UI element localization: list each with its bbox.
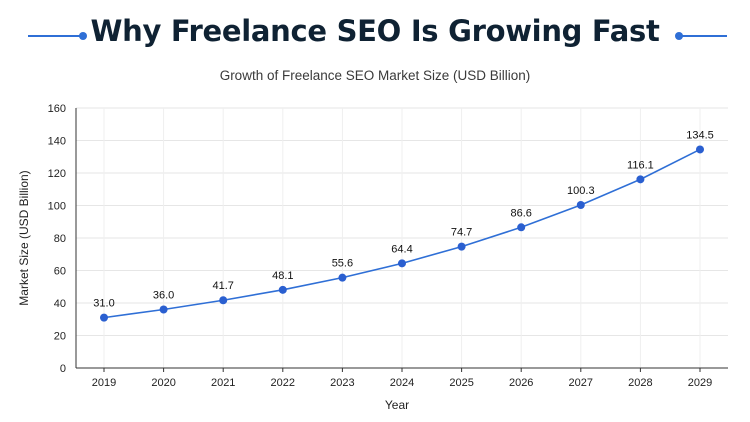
y-tick-label: 100 bbox=[48, 201, 66, 213]
data-point bbox=[100, 313, 108, 322]
title-left-dot bbox=[79, 32, 87, 40]
title-left-line bbox=[28, 35, 80, 37]
data-point bbox=[338, 273, 347, 282]
data-label: 100.3 bbox=[567, 185, 595, 197]
x-tick-label: 2026 bbox=[509, 377, 533, 389]
data-labels: 31.0 36.0 41.7 48.1 55.6 64.4 74.7 86.6 100.3 116… bbox=[93, 129, 713, 309]
x-tick-label: 2025 bbox=[449, 377, 473, 389]
x-tick-label: 2029 bbox=[688, 377, 712, 389]
data-label: 86.6 bbox=[510, 207, 531, 219]
x-tick-label: 2020 bbox=[151, 377, 175, 389]
data-label: 74.7 bbox=[451, 227, 472, 239]
data-point bbox=[398, 259, 406, 268]
x-tick-label: 2023 bbox=[330, 377, 354, 389]
x-tick-label: 2027 bbox=[569, 377, 593, 389]
x-tick-label: 2021 bbox=[211, 377, 235, 389]
data-point bbox=[636, 175, 645, 184]
y-tick-label: 140 bbox=[48, 136, 66, 148]
data-point bbox=[219, 296, 228, 305]
data-point bbox=[576, 201, 585, 210]
data-label: 134.5 bbox=[686, 129, 714, 141]
data-point bbox=[278, 285, 287, 294]
y-tick-label: 40 bbox=[54, 298, 66, 310]
data-label: 36.0 bbox=[153, 290, 174, 302]
series-layer bbox=[100, 145, 704, 322]
y-tick-label: 120 bbox=[48, 168, 66, 180]
title-right-line bbox=[682, 35, 727, 37]
y-tick-label: 0 bbox=[60, 363, 66, 375]
title-right-dot bbox=[675, 32, 683, 40]
x-tick-label: 2028 bbox=[628, 377, 652, 389]
data-point bbox=[696, 145, 704, 154]
data-label: 48.1 bbox=[272, 270, 293, 282]
grid-lines bbox=[76, 107, 728, 368]
x-tick-label: 2022 bbox=[271, 377, 295, 389]
data-label: 55.6 bbox=[332, 258, 353, 270]
page-title: Why Freelance SEO Is Growing Fast bbox=[90, 14, 660, 48]
x-tick-label: 2019 bbox=[92, 377, 116, 389]
data-label: 116.1 bbox=[627, 159, 654, 171]
data-label: 64.4 bbox=[391, 243, 412, 255]
y-tick-label: 160 bbox=[48, 103, 66, 115]
data-point bbox=[517, 223, 526, 232]
y-tick-label: 80 bbox=[54, 233, 66, 245]
title-row: Why Freelance SEO Is Growing Fast bbox=[0, 10, 750, 62]
x-tick-label: 2024 bbox=[390, 377, 414, 389]
data-point bbox=[457, 242, 466, 251]
data-label: 31.0 bbox=[93, 298, 114, 310]
x-axis-title: Year bbox=[385, 398, 409, 412]
data-label: 41.7 bbox=[212, 280, 233, 292]
y-axis-title: Market Size (USD Billion) bbox=[17, 170, 31, 305]
chart-title: Growth of Freelance SEO Market Size (USD… bbox=[219, 68, 531, 83]
y-tick-label: 60 bbox=[54, 266, 66, 278]
y-tick-label: 20 bbox=[54, 331, 66, 343]
data-point bbox=[159, 305, 168, 314]
axes: 0 20 40 60 80 100 120 140 160 2019 2020 2021 2022 202… bbox=[48, 103, 728, 389]
